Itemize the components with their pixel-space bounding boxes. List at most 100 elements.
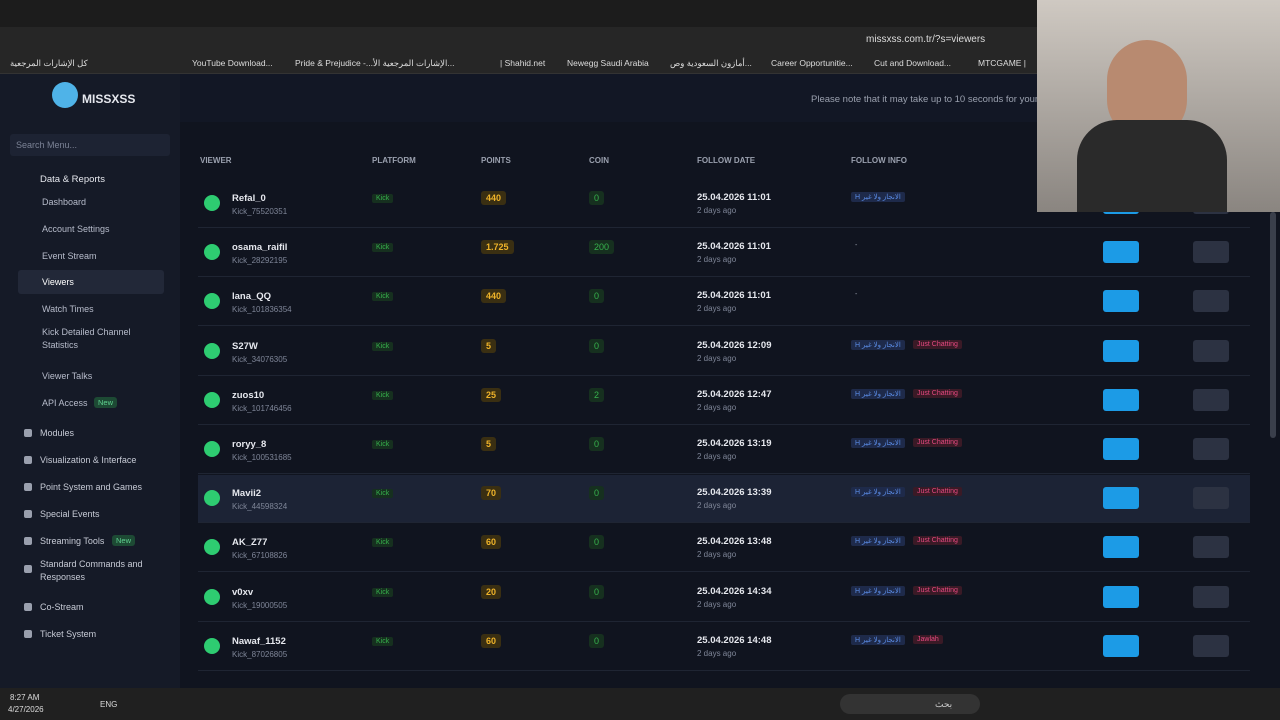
section-title[interactable]: Data & Reports	[40, 174, 105, 185]
notice: Please note that it may take up to 10 se…	[811, 94, 1046, 105]
view-button[interactable]	[1193, 290, 1229, 313]
column-header[interactable]: FOLLOW DATE	[697, 156, 756, 165]
edit-button[interactable]	[1103, 585, 1139, 608]
menu-item[interactable]: Event Stream	[42, 251, 97, 261]
points: 60	[481, 535, 502, 550]
table-row[interactable]: AK_Z77 Kick_67108826 Kick 60 0 25.04.2026 13:…	[198, 524, 1250, 573]
bookmark[interactable]: كل الإشارات المرجعية	[10, 58, 88, 68]
bookmark[interactable]: Newegg Saudi Arabia	[567, 58, 649, 68]
edit-button[interactable]	[1103, 634, 1139, 657]
url[interactable]: missxss.com.tr/?s=viewers	[866, 34, 986, 45]
search-box[interactable]: Search Menu...	[10, 134, 170, 156]
menu-section[interactable]: Point System and Games	[40, 482, 143, 492]
menu-icon	[24, 603, 32, 611]
scrollbar[interactable]	[1270, 212, 1276, 438]
bookmark[interactable]: | Shahid.net	[500, 58, 546, 68]
search-bar[interactable]: بحث	[840, 694, 980, 714]
viewer-name: roryy_8	[232, 439, 267, 450]
bookmark[interactable]: MTCGAME |	[978, 58, 1027, 68]
follow-tag: Jawlah	[913, 634, 943, 644]
view-button[interactable]	[1193, 241, 1229, 264]
taskbar: 8:27 AM 4/27/2026 ENG بحث	[0, 688, 1280, 720]
menu-item[interactable]: API Access	[42, 398, 88, 408]
edit-button[interactable]	[1103, 487, 1139, 510]
view-button[interactable]	[1193, 438, 1229, 460]
bookmark[interactable]: أمازون السعودية وص...	[670, 58, 752, 68]
platform: Kick	[372, 243, 394, 253]
bookmark[interactable]: Cut and Download...	[874, 58, 952, 68]
menu-item[interactable]: Watch Times	[42, 304, 94, 314]
table-row[interactable]: osama_raifil Kick_28292195 Kick 1.725 200 25.…	[198, 229, 1250, 278]
bookmark[interactable]: Career Opportunitie...	[771, 58, 853, 68]
edit-button[interactable]	[1103, 438, 1139, 460]
table-row[interactable]: roryy_8 Kick_100531685 Kick 5 0 25.04.2026 13…	[198, 426, 1250, 474]
follow-tag: Just Chatting	[913, 438, 962, 447]
view-button[interactable]	[1193, 339, 1229, 362]
follow-tag: H الانجاز ولا غير	[851, 536, 905, 547]
viewer-id: Kick_34076305	[232, 354, 288, 364]
view-button[interactable]	[1193, 487, 1229, 510]
table-row[interactable]: v0xv Kick_19000505 Kick 20 0 25.04.2026 14:34…	[198, 574, 1250, 622]
viewer-name: Refal_0	[232, 193, 266, 204]
follow-date: 25.04.2026 11:01	[697, 290, 771, 302]
follow-date: 25.04.2026 11:01	[697, 192, 771, 203]
logo[interactable]: MISSXSS	[82, 92, 136, 106]
menu-section[interactable]: Ticket System	[40, 629, 97, 639]
column-header[interactable]: VIEWER	[200, 156, 232, 165]
column-header[interactable]: POINTS	[481, 156, 511, 165]
menu-section[interactable]: Special Events	[40, 509, 100, 519]
edit-button[interactable]	[1103, 388, 1139, 411]
header: Please note that it may take up to 10 se…	[180, 74, 1045, 122]
menu-section[interactable]: Standard Commands and Responses	[40, 559, 143, 582]
menu-section[interactable]: Modules	[40, 428, 75, 438]
menu-item[interactable]: Account Settings	[42, 224, 110, 234]
bookmark[interactable]: Pride & Prejudice -...	[295, 58, 373, 68]
column-header[interactable]: PLATFORM	[372, 156, 416, 165]
follow-ago: 2 days ago	[697, 550, 737, 560]
follow-date: 25.04.2026 14:48	[697, 634, 772, 646]
language[interactable]: ENG	[100, 700, 118, 709]
bookmark[interactable]: YouTube Download...	[192, 58, 273, 68]
menu-item[interactable]: Dashboard	[42, 197, 87, 207]
points: 60	[481, 633, 502, 648]
follow-tag: Just Chatting	[913, 339, 962, 349]
edit-button[interactable]	[1103, 339, 1139, 362]
edit-button[interactable]	[1103, 241, 1139, 264]
column-header[interactable]: FOLLOW INFO	[851, 156, 907, 165]
menu-item[interactable]: Kick Detailed Channel Statistics	[42, 327, 131, 350]
play-icon	[204, 293, 220, 310]
follow-ago: 2 days ago	[697, 255, 737, 265]
play-icon	[204, 391, 220, 408]
view-button[interactable]	[1193, 536, 1229, 559]
table-row[interactable]: Nawaf_1152 Kick_87026805 Kick 60 0 25.04.2026…	[198, 623, 1250, 671]
menu-section[interactable]: Streaming Tools	[40, 536, 105, 546]
table-row[interactable]: Mavii2 Kick_44598324 Kick 70 0 25.04.2026 13:…	[198, 475, 1250, 524]
table-row[interactable]: zuos10 Kick_101746456 Kick 25 2 25.04.2026 12…	[198, 377, 1250, 425]
column-header[interactable]: COIN	[589, 156, 609, 165]
follow-tag: H الانجاز ولا غير	[851, 585, 905, 596]
edit-button[interactable]	[1103, 290, 1139, 313]
menu-item[interactable]: Viewers	[42, 277, 74, 287]
logo-icon	[52, 82, 78, 108]
coin: 0	[589, 191, 605, 205]
viewer-id: Kick_67108826	[232, 551, 288, 561]
table-row[interactable]: lana_QQ Kick_101836354 Kick 440 0 25.04.2026 …	[198, 278, 1250, 327]
view-button[interactable]	[1193, 585, 1229, 608]
points: 70	[481, 486, 502, 501]
view-button[interactable]	[1193, 634, 1229, 657]
follow-tag: Just Chatting	[913, 388, 962, 398]
viewers-table: VIEWER PLATFORM POINTS COIN FOLLOW DATE FOLLO…	[198, 145, 1252, 688]
viewer-id: Kick_101836354	[232, 305, 292, 315]
menu-section[interactable]: Co-Stream	[40, 602, 84, 612]
table-row[interactable]: S27W Kick_34076305 Kick 5 0 25.04.2026 12:09 2…	[198, 328, 1250, 376]
bookmark[interactable]: الإشارات المرجعية الأ...	[373, 58, 455, 68]
edit-button[interactable]	[1103, 536, 1139, 559]
menu-section[interactable]: Visualization & Interface	[40, 455, 137, 465]
menu-item[interactable]: Viewer Talks	[42, 371, 93, 381]
view-button[interactable]	[1193, 388, 1229, 411]
play-icon	[204, 637, 220, 654]
follow-date: 25.04.2026 12:09	[697, 339, 772, 351]
follow-date: 25.04.2026 12:47	[697, 388, 772, 400]
menu-icon	[24, 630, 32, 638]
